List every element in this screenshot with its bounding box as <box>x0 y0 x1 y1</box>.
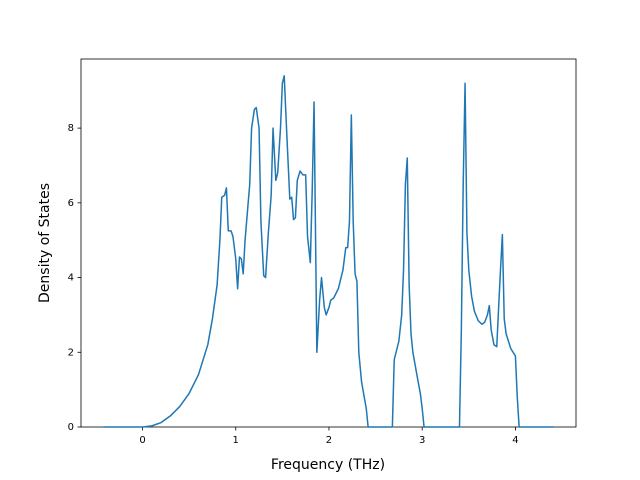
plot-frame <box>80 58 577 428</box>
x-tick-label: 1 <box>233 435 239 446</box>
x-tick-label: 2 <box>326 435 332 446</box>
x-axis-label: Frequency (THz) <box>271 457 385 473</box>
x-tick-label: 3 <box>419 435 425 446</box>
y-tick-label: 8 <box>68 123 74 134</box>
x-tick-label: 0 <box>139 435 145 446</box>
y-axis-label: Density of States <box>37 183 53 303</box>
x-tick-label: 4 <box>512 435 518 446</box>
y-tick-label: 0 <box>68 422 74 433</box>
data-line <box>103 75 554 428</box>
y-tick-label: 2 <box>68 347 74 358</box>
y-tick-label: 4 <box>68 273 74 284</box>
y-tick-label: 6 <box>68 198 74 209</box>
